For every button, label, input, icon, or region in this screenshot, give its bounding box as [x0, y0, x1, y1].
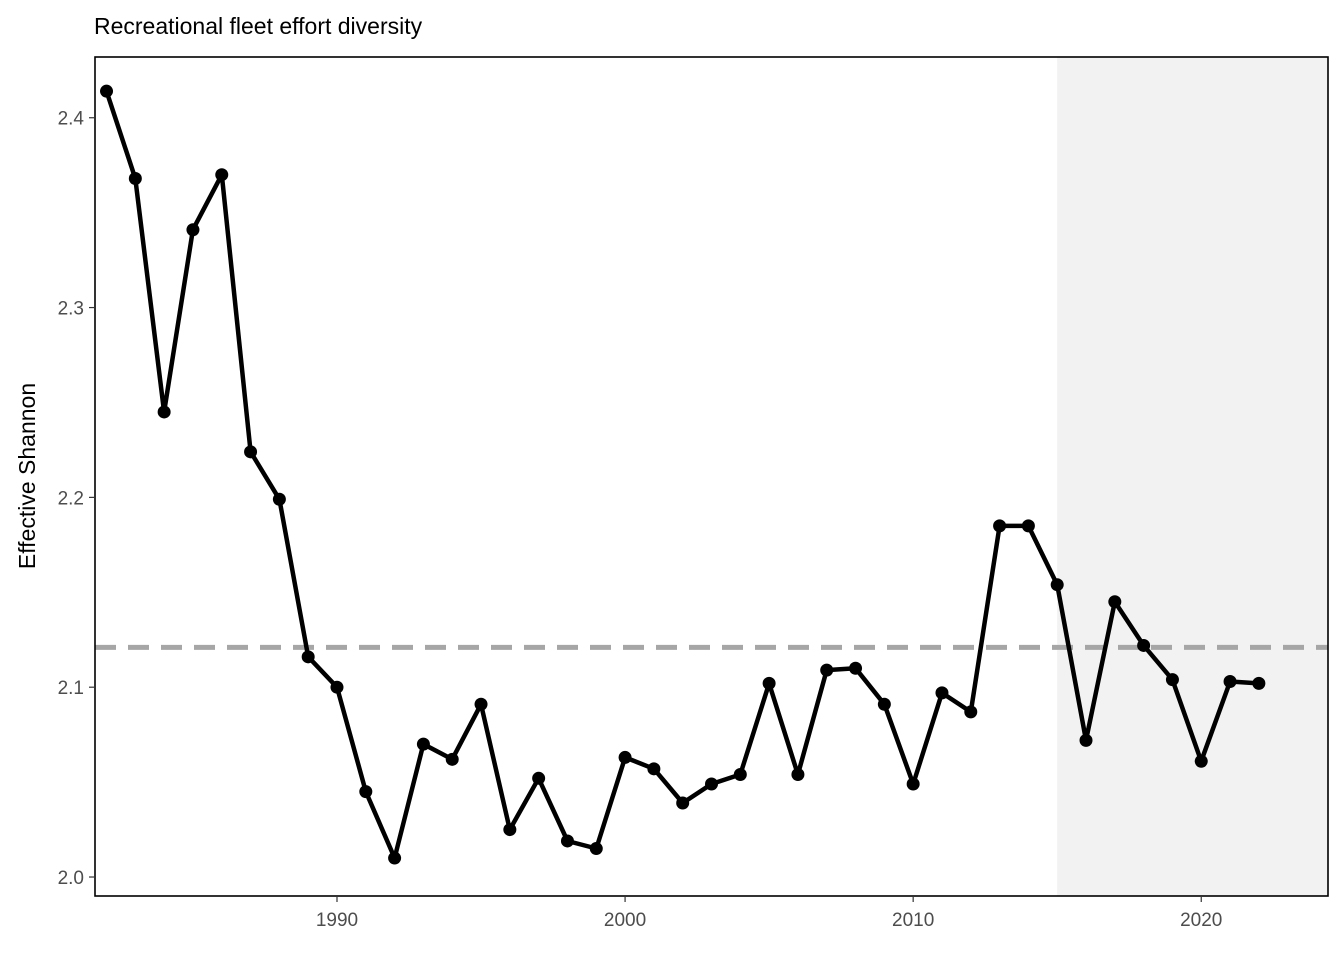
- x-tick-label: 1990: [316, 910, 358, 931]
- data-point: [301, 650, 315, 664]
- x-tick-label: 2010: [892, 910, 934, 931]
- shaded-region: [1057, 57, 1328, 896]
- y-tick-label: 2.4: [58, 109, 85, 130]
- y-axis: 2.0 2.1 2.2 2.3 2.4: [58, 109, 95, 889]
- x-tick-label: 2020: [1180, 910, 1222, 931]
- data-point: [935, 686, 949, 700]
- x-axis: 1990 2000 2010 2020: [316, 896, 1222, 931]
- data-point: [964, 705, 978, 719]
- data-point: [416, 737, 430, 751]
- data-point: [1050, 578, 1064, 592]
- data-point: [705, 777, 718, 791]
- data-point: [906, 777, 920, 791]
- data-point: [849, 661, 863, 675]
- data-point: [1079, 733, 1093, 747]
- data-point: [388, 851, 402, 865]
- y-tick-label: 2.2: [58, 488, 84, 509]
- data-point: [532, 771, 546, 785]
- data-point: [100, 84, 114, 98]
- y-tick-label: 2.0: [58, 868, 84, 889]
- data-point: [733, 768, 747, 782]
- data-point: [157, 405, 171, 419]
- data-point: [618, 750, 632, 764]
- data-point: [1108, 595, 1122, 609]
- data-point: [1252, 676, 1266, 690]
- data-point: [560, 834, 574, 848]
- data-point: [1137, 638, 1151, 652]
- data-point: [215, 168, 229, 182]
- data-point: [244, 445, 258, 459]
- data-point: [1021, 519, 1035, 533]
- data-point: [272, 492, 286, 506]
- data-point: [1223, 675, 1237, 689]
- data-point: [474, 697, 488, 711]
- plot-area: [94, 56, 1329, 897]
- data-point: [877, 697, 891, 711]
- data-point: [186, 223, 200, 237]
- data-point: [330, 680, 344, 694]
- data-point: [647, 762, 661, 776]
- panel-border: [94, 56, 1329, 897]
- data-point: [445, 752, 459, 766]
- y-tick-label: 2.3: [58, 299, 84, 320]
- data-point: [762, 676, 776, 690]
- x-tick-label: 2000: [604, 910, 646, 931]
- data-point: [791, 768, 805, 782]
- data-point: [589, 842, 603, 856]
- data-point: [820, 663, 834, 677]
- data-point: [1194, 754, 1208, 768]
- chart-title: Recreational fleet effort diversity: [94, 13, 423, 39]
- data-point: [128, 171, 142, 185]
- y-tick-label: 2.1: [58, 678, 84, 699]
- data-point: [503, 823, 517, 837]
- data-point: [993, 519, 1007, 533]
- data-point: [676, 796, 690, 810]
- data-point: [359, 785, 373, 799]
- data-point: [1165, 673, 1179, 687]
- y-axis-label: Effective Shannon: [14, 383, 40, 569]
